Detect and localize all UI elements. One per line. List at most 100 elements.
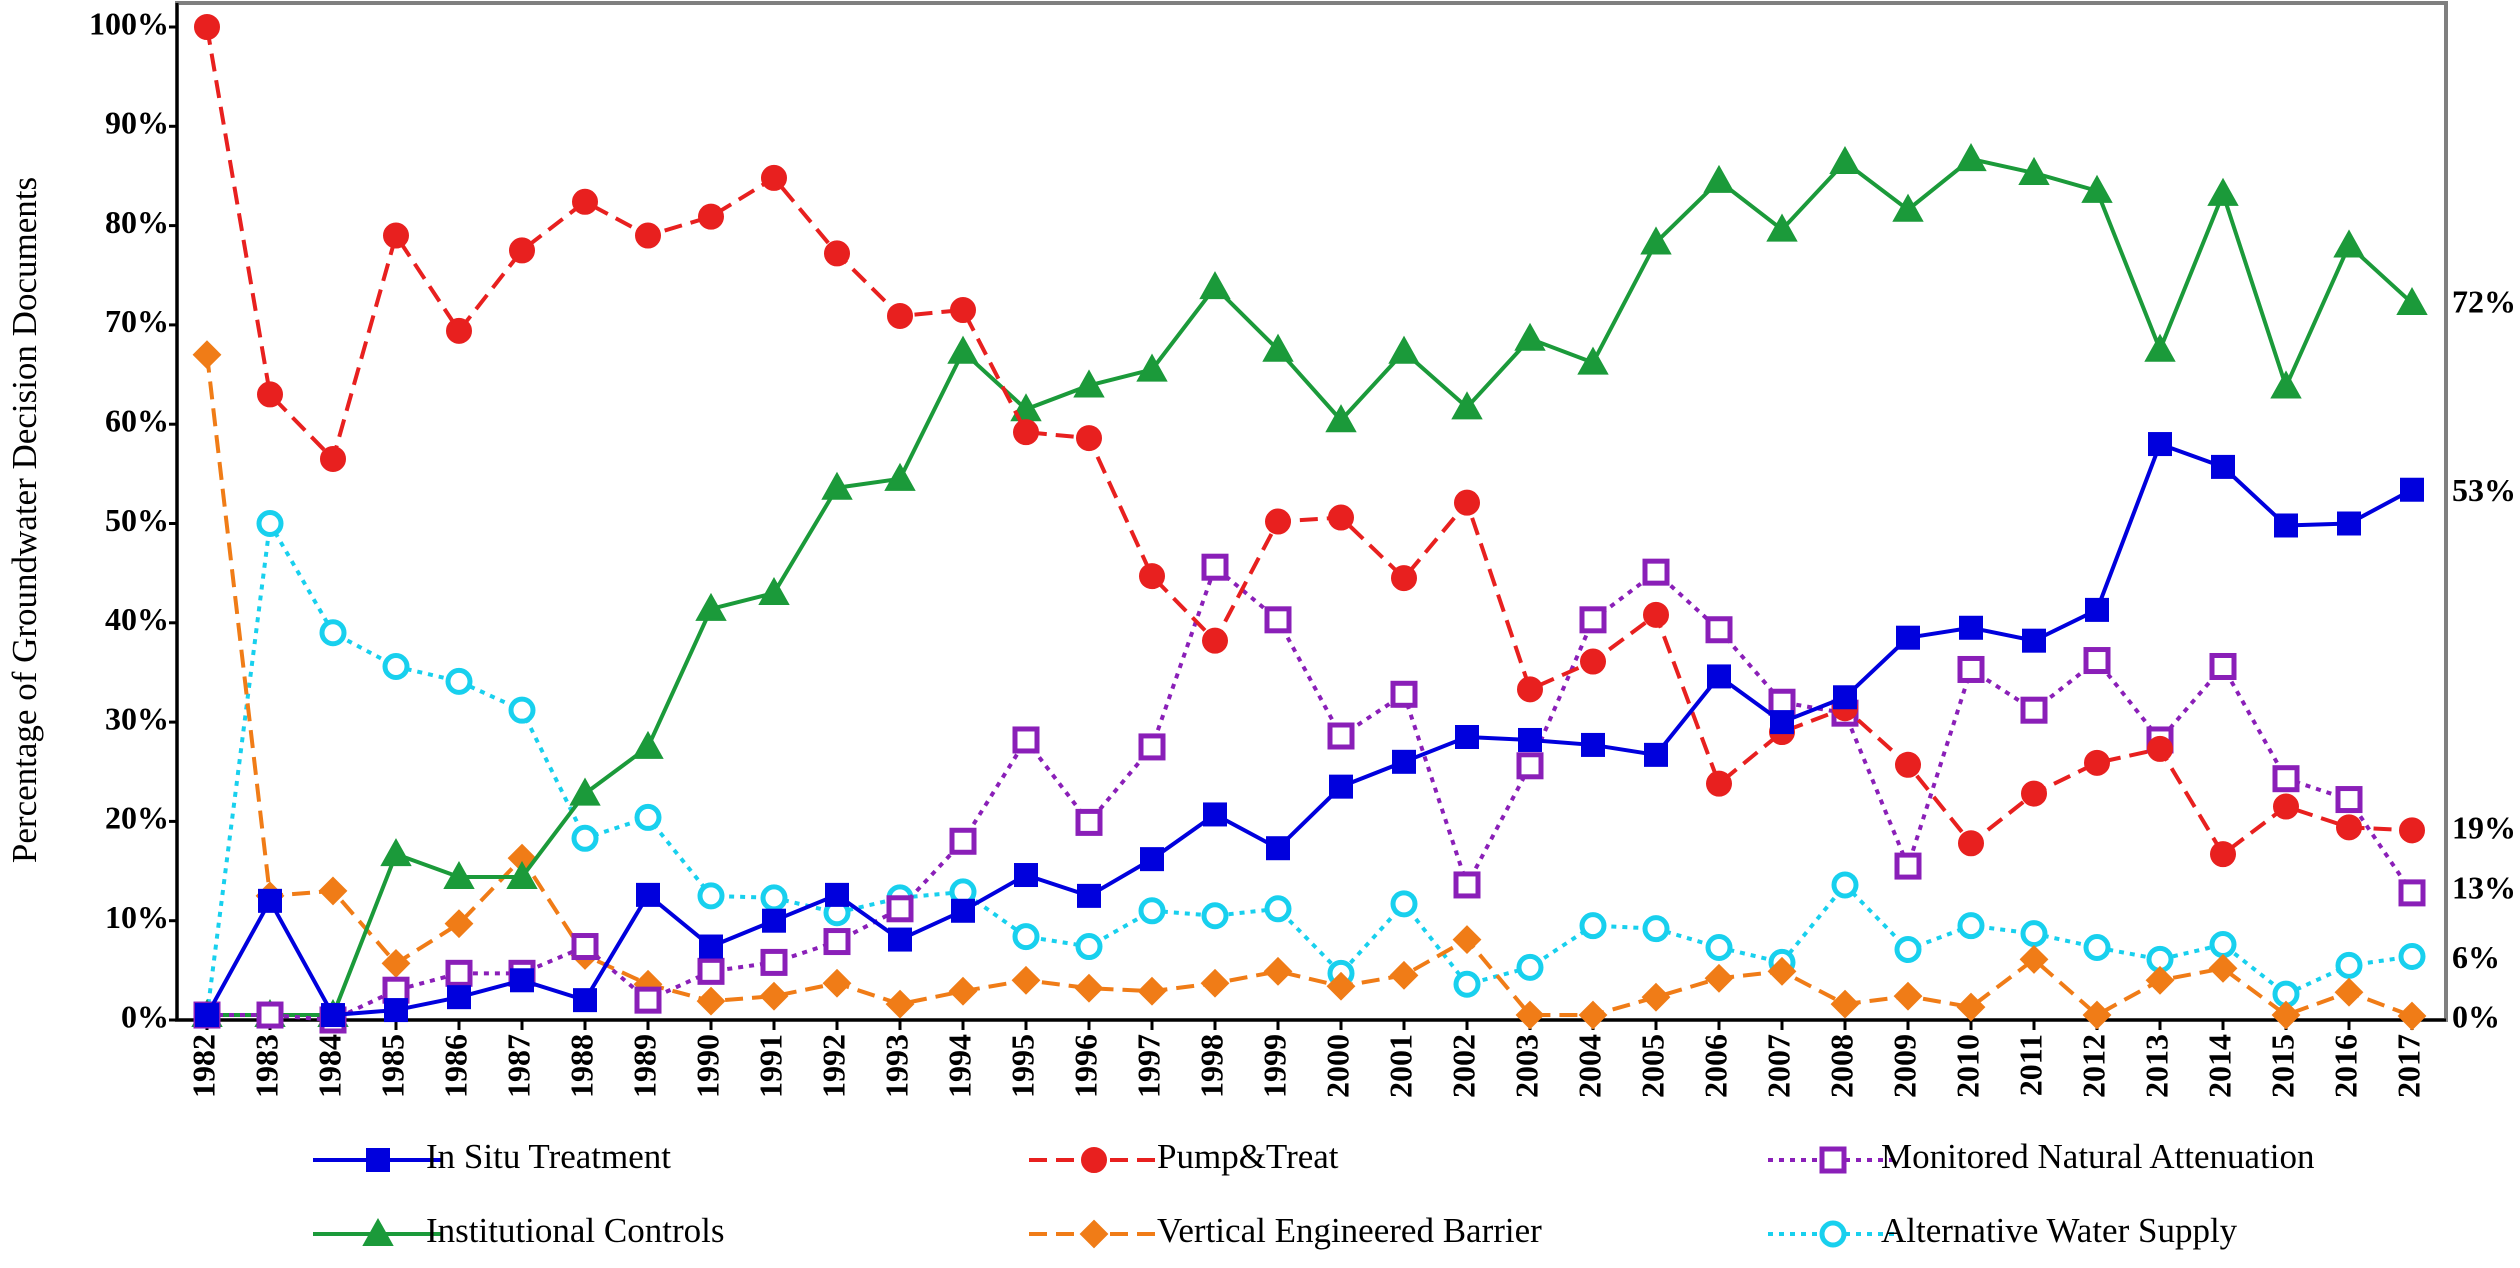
marker xyxy=(2020,696,2048,724)
marker xyxy=(1514,322,1546,351)
end-label: 72% xyxy=(2452,283,2516,319)
marker xyxy=(2335,951,2363,979)
marker xyxy=(1389,960,1419,990)
marker xyxy=(2398,879,2426,907)
marker xyxy=(1766,213,1798,242)
y-axis-title: Percentage of Groundwater Decision Docum… xyxy=(5,177,44,863)
marker xyxy=(571,933,599,961)
marker xyxy=(380,838,412,867)
marker xyxy=(636,882,660,907)
marker xyxy=(2022,628,2046,653)
marker xyxy=(1013,419,1039,446)
marker xyxy=(1707,664,1731,689)
marker xyxy=(2271,1000,2301,1030)
marker xyxy=(1266,836,1290,861)
y-tick-label: 70% xyxy=(105,303,169,339)
x-tick-label: 1995 xyxy=(1004,1034,1040,1098)
legend-entry: Alternative Water Supply xyxy=(1768,1211,2238,1250)
x-tick-label: 2004 xyxy=(1571,1034,1607,1098)
marker xyxy=(761,164,787,191)
marker xyxy=(1390,680,1418,708)
marker xyxy=(2020,920,2048,948)
x-tick-label: 2002 xyxy=(1445,1034,1481,1098)
marker xyxy=(885,989,915,1019)
marker xyxy=(2019,945,2049,974)
legend-entry: Institutional Controls xyxy=(313,1211,724,1250)
y-tick-label: 30% xyxy=(105,700,169,736)
marker xyxy=(443,860,475,890)
marker xyxy=(1706,770,1732,797)
x-tick-label: 2006 xyxy=(1697,1034,1733,1098)
marker xyxy=(1262,333,1294,362)
marker xyxy=(1893,981,1923,1011)
marker xyxy=(2081,174,2113,203)
marker xyxy=(1076,425,1102,452)
marker xyxy=(1642,915,1670,943)
marker xyxy=(2208,953,2238,983)
marker xyxy=(2209,652,2237,680)
marker xyxy=(2021,780,2047,807)
x-tick-label: 1982 xyxy=(185,1034,221,1098)
marker xyxy=(1896,625,1920,650)
marker xyxy=(2396,287,2428,316)
marker xyxy=(2399,817,2425,844)
x-tick-label: 2013 xyxy=(2138,1034,2174,1098)
marker xyxy=(1894,935,1922,963)
end-label: 19% xyxy=(2452,810,2516,846)
marker xyxy=(382,652,410,680)
legend-marker xyxy=(362,1217,394,1246)
marker xyxy=(1517,676,1543,703)
marker xyxy=(2018,156,2050,185)
end-label: 0% xyxy=(2452,998,2500,1034)
y-tick-label: 100% xyxy=(89,5,169,41)
marker xyxy=(1138,733,1166,761)
marker xyxy=(194,14,220,40)
legend-marker xyxy=(366,1148,390,1172)
marker xyxy=(1579,912,1607,940)
marker xyxy=(506,860,538,890)
marker xyxy=(1579,606,1607,634)
marker xyxy=(1138,897,1166,925)
marker xyxy=(1767,956,1797,986)
marker xyxy=(1136,353,1168,382)
series-line xyxy=(205,354,2413,1018)
legend-label: Pump&Treat xyxy=(1157,1137,1339,1176)
y-tick-label: 50% xyxy=(105,502,169,538)
legend-label: Institutional Controls xyxy=(426,1211,724,1250)
marker xyxy=(1770,710,1794,735)
marker xyxy=(696,986,726,1016)
marker xyxy=(2084,749,2110,776)
x-tick-label: 2012 xyxy=(2075,1034,2111,1098)
marker xyxy=(884,462,916,491)
marker xyxy=(1516,752,1544,780)
marker xyxy=(887,302,913,329)
marker xyxy=(2085,597,2109,622)
marker xyxy=(758,576,790,606)
y-tick-label: 90% xyxy=(105,105,169,141)
x-tick-label: 2008 xyxy=(1823,1034,1859,1098)
marker xyxy=(1264,895,1292,923)
marker xyxy=(825,882,849,907)
marker xyxy=(1073,369,1105,398)
legend-entry: In Situ Treatment xyxy=(313,1137,671,1176)
marker xyxy=(1263,956,1293,986)
legend-entry: Pump&Treat xyxy=(1029,1137,1339,1176)
marker xyxy=(2270,370,2302,399)
marker xyxy=(445,959,473,987)
legend-label: In Situ Treatment xyxy=(426,1137,671,1176)
x-tick-label: 1988 xyxy=(563,1034,599,1098)
marker xyxy=(1515,1000,1545,1030)
marker xyxy=(1957,655,1985,683)
marker xyxy=(321,1003,345,1028)
marker xyxy=(1329,774,1353,799)
marker xyxy=(1452,925,1482,954)
marker xyxy=(1327,722,1355,750)
marker xyxy=(759,981,789,1011)
series-line xyxy=(207,156,2414,1018)
marker xyxy=(509,237,535,264)
marker xyxy=(1137,976,1167,1006)
marker xyxy=(1392,749,1416,774)
marker xyxy=(1074,973,1104,1003)
marker xyxy=(320,445,346,472)
legend-marker xyxy=(1081,1147,1107,1173)
